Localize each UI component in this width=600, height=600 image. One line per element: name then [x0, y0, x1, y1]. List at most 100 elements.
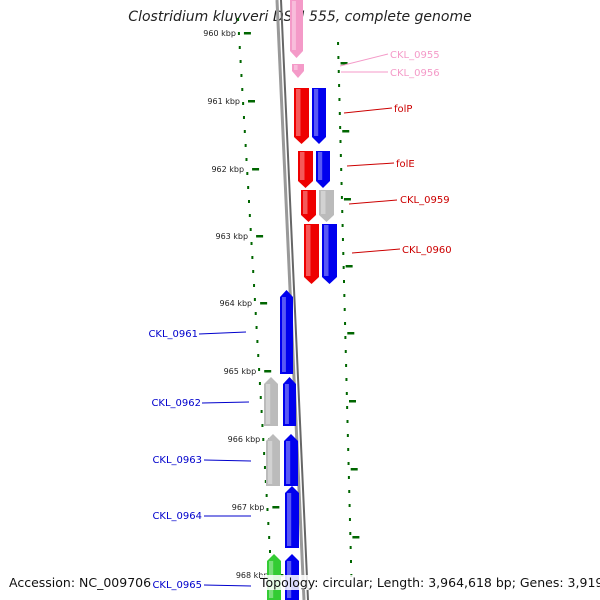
ruler-major-tick	[345, 265, 353, 268]
leader-line-folp	[343, 107, 393, 114]
ruler-tick-dot	[349, 546, 352, 549]
ruler-major-tick	[340, 62, 348, 65]
gene-feature-ckl-0962	[283, 377, 296, 426]
ruler-tick-dot	[268, 536, 271, 539]
ruler-tick-dot	[348, 518, 351, 521]
gene-feature-ckl-0959	[301, 190, 316, 222]
ruler-tick-dot	[240, 74, 243, 77]
gene-label-ckl-0959: CKL_0959	[400, 195, 450, 206]
ruler-tick-dot	[339, 154, 342, 157]
ruler-tick-dot	[340, 168, 343, 171]
ruler-tick-dot	[338, 84, 341, 87]
ruler-tick-dot	[341, 238, 344, 241]
ruler-tick-dot	[255, 326, 258, 329]
ruler-tick-dot	[338, 112, 341, 115]
ruler-tick-dot	[345, 364, 348, 367]
ruler-tick-dot	[262, 438, 265, 441]
ruler-tick-dot	[263, 466, 266, 469]
cds-feature-ckl-0960	[322, 224, 337, 284]
ruler-tick-dot	[237, 32, 240, 35]
ruler-tick-dot	[341, 210, 344, 213]
ruler-tick-dot	[342, 266, 345, 269]
ruler-tick-dot	[338, 98, 341, 101]
leader-line-ckl-0960	[351, 248, 401, 254]
ruler-tick-dot	[252, 270, 255, 273]
ruler-label: 960 kbp	[203, 29, 236, 38]
ruler-label: 966 kbp	[228, 435, 261, 444]
ruler-major-tick	[260, 302, 268, 305]
ruler-major-tick	[343, 198, 351, 201]
ruler-major-tick	[256, 235, 264, 238]
leader-line-ckl-0959	[348, 199, 398, 205]
cds-feature-fole	[316, 151, 330, 188]
ruler-label: 961 kbp	[207, 97, 240, 106]
ruler-tick-dot	[337, 70, 340, 73]
leader-line-ckl-0961	[198, 331, 247, 335]
ruler-tick-dot	[250, 242, 253, 245]
ruler-tick-dot	[253, 298, 256, 301]
ruler-tick-dot	[343, 294, 346, 297]
ruler-tick-dot	[348, 490, 351, 493]
ruler-tick-dot	[265, 494, 268, 497]
gene-label-ckl-0964: CKL_0964	[152, 511, 202, 522]
gene-label-folp: folP	[394, 104, 412, 115]
ruler-tick-dot	[258, 382, 261, 385]
ruler-tick-dot	[345, 392, 348, 395]
ruler-tick-dot	[244, 144, 247, 147]
leader-line-ckl-0955	[339, 53, 389, 67]
ruler-tick-dot	[243, 130, 246, 133]
ruler-tick-dot	[261, 424, 264, 427]
ruler-label: 967 kbp	[232, 503, 265, 512]
leader-line-ckl-0962	[201, 401, 250, 404]
ruler-tick-dot	[237, 18, 240, 21]
ruler-major-tick	[347, 332, 355, 335]
ruler-tick-dot	[349, 532, 352, 535]
ruler-major-tick	[349, 400, 356, 403]
ruler-tick-dot	[245, 158, 248, 161]
gene-feature-ckl-0961	[280, 290, 293, 374]
gene-label-ckl-0962: CKL_0962	[151, 398, 201, 409]
ruler-major-tick	[264, 370, 272, 373]
ruler-tick-dot	[337, 42, 340, 45]
ruler-tick-dot	[259, 396, 262, 399]
gene-feature-ckl-0956	[292, 64, 304, 78]
ruler-tick-dot	[246, 172, 249, 175]
ruler-tick-dot	[347, 448, 350, 451]
ruler-tick-dot	[348, 504, 351, 507]
ruler-tick-dot	[266, 508, 269, 511]
ruler-major-tick	[352, 536, 360, 539]
ruler-tick-dot	[257, 354, 260, 357]
ruler-tick-dot	[242, 102, 245, 105]
cds-feature-folp	[312, 88, 326, 144]
ruler-tick-dot	[248, 200, 250, 203]
ruler-major-tick	[248, 100, 255, 103]
gene-feature-ckl-0963	[284, 434, 298, 486]
gene-feature-folp	[294, 88, 309, 144]
ruler-tick-dot	[260, 410, 263, 413]
ruler-tick-dot	[267, 522, 270, 525]
cds-feature-ckl-0963	[266, 434, 280, 486]
ruler-tick-dot	[264, 480, 267, 483]
ruler-major-tick	[350, 468, 358, 471]
ruler-tick-dot	[256, 340, 259, 343]
ruler-tick-dot	[343, 280, 345, 283]
ruler-tick-dot	[344, 322, 347, 325]
ruler-tick-dot	[242, 116, 245, 119]
gene-label-ckl-0960: CKL_0960	[402, 245, 452, 256]
ruler-major-tick	[272, 506, 280, 509]
ruler-tick-dot	[345, 378, 348, 381]
ruler-tick-dot	[269, 550, 271, 553]
ruler-tick-dot	[341, 224, 344, 227]
ruler-tick-dot	[249, 228, 252, 231]
ruler-tick-dot	[346, 434, 349, 437]
backbone-outer	[280, 0, 309, 600]
ruler-label: 964 kbp	[220, 299, 253, 308]
gene-label-ckl-0965: CKL_0965	[152, 580, 202, 591]
ruler-tick-dot	[340, 196, 343, 199]
ruler-tick-dot	[239, 60, 242, 63]
ruler-tick-dot	[343, 308, 346, 311]
ruler-tick-dot	[342, 252, 345, 255]
leader-line-ckl-0965	[203, 584, 252, 587]
leader-line-ckl-0963	[203, 459, 252, 462]
